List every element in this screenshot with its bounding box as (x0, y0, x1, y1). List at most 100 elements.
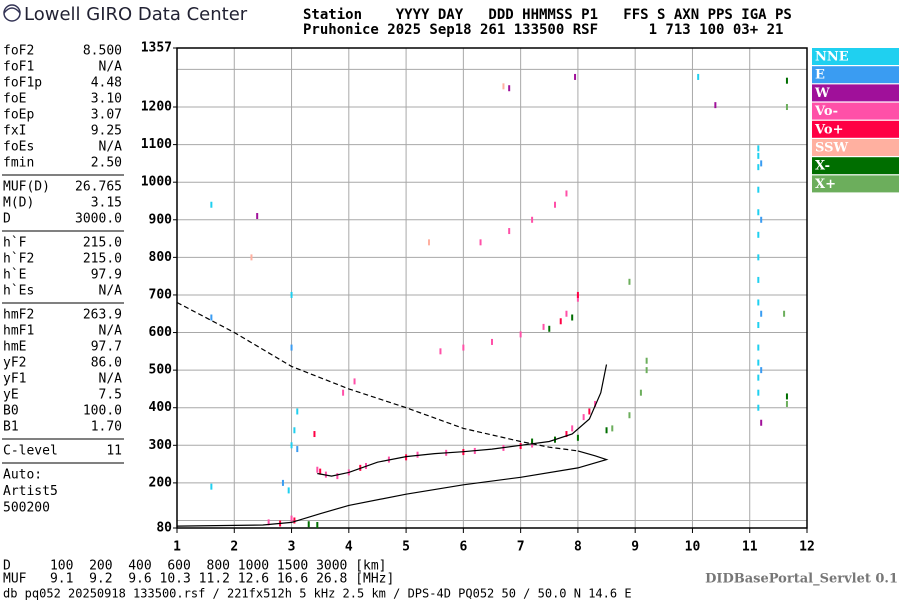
echo-point (757, 145, 760, 152)
echo-point (697, 73, 700, 80)
param-name: yF2 (3, 356, 26, 371)
echo-point (576, 434, 579, 441)
param-value: N/A (99, 372, 123, 387)
echo-point (582, 414, 585, 421)
echo-point (565, 310, 568, 317)
echo-point (462, 344, 465, 351)
echo-point (760, 367, 763, 374)
param-value: 215.0 (83, 252, 122, 267)
x-tick-label: 8 (574, 540, 582, 555)
legend-swatch (812, 48, 899, 65)
param-name: foE (3, 92, 26, 107)
echo-point (502, 83, 505, 90)
echo-point (491, 338, 493, 345)
echo-point (531, 441, 534, 448)
param-value: 215.0 (83, 236, 122, 251)
param-name: foEp (3, 108, 34, 123)
param-name: h`F (3, 236, 27, 251)
x-tick-label: 10 (685, 540, 701, 555)
echo-point (760, 160, 763, 167)
echo-point (316, 466, 319, 473)
echo-point (250, 254, 253, 261)
echo-point (757, 276, 760, 283)
legend-label: SSW (815, 141, 848, 156)
echo-point (757, 164, 760, 171)
echo-point (416, 451, 419, 458)
echo-point (576, 295, 579, 302)
echo-point (757, 186, 760, 193)
echo-point (554, 201, 556, 208)
echo-point (336, 473, 339, 480)
param-name: B1 (3, 420, 19, 435)
echo-point (757, 389, 760, 396)
param-value: 9.25 (91, 124, 122, 139)
param-name: B0 (3, 404, 19, 419)
param-value: 2.50 (91, 156, 122, 171)
param-value: 26.765 (75, 180, 122, 195)
echo-point (757, 344, 760, 351)
legend-swatch (812, 139, 899, 156)
x-tick-label: 3 (288, 540, 296, 555)
param-value: 100.0 (83, 404, 122, 419)
echo-point (757, 152, 760, 159)
echo-point (757, 374, 760, 381)
x-tick-label: 2 (230, 540, 238, 555)
echo-point (594, 400, 597, 407)
param-name: hmF2 (3, 308, 34, 323)
y-tick-label: 1200 (141, 100, 172, 115)
y-tick-label: 300 (149, 438, 173, 453)
x-tick-label: 12 (799, 540, 815, 555)
y-tick-label: 500 (149, 363, 173, 378)
x-tick-label: 6 (459, 540, 467, 555)
y-tick-label: 200 (149, 475, 173, 490)
echo-point (508, 85, 511, 92)
param-name: fxI (3, 124, 26, 139)
y-tick-label: 1357 (141, 41, 172, 56)
param-name: C-level (3, 444, 58, 459)
servlet-label: DIDBasePortal_Servlet 0.1 (705, 572, 898, 587)
param-value: N/A (99, 324, 123, 339)
echo-point (611, 425, 614, 432)
param-value: 3.15 (91, 196, 122, 211)
echo-point (785, 400, 788, 407)
param-value: 8.500 (83, 44, 122, 59)
param-name: M(D) (3, 196, 34, 211)
echo-point (588, 408, 591, 415)
y-tick-label: 600 (149, 325, 173, 340)
echo-point (319, 468, 322, 475)
echo-point (313, 431, 316, 438)
header-line: Station YYYY DAY DDD HHMMSS P1 FFS S AXN… (303, 7, 792, 23)
echo-point (605, 427, 608, 434)
legend-label: Vo+ (814, 122, 843, 137)
echo-point (571, 314, 574, 321)
legend-swatch (812, 157, 899, 175)
echo-point (281, 479, 284, 486)
echo-point (760, 310, 763, 317)
echo-point (565, 190, 568, 197)
param-value: 86.0 (91, 356, 122, 371)
echo-point (645, 357, 648, 364)
echo-point (757, 231, 760, 238)
echo-point (293, 427, 296, 434)
echo-point (565, 431, 568, 438)
param-name: fmin (3, 156, 34, 171)
distance-line: D 100 200 400 600 800 1000 1500 3000 [km… (3, 559, 387, 574)
echo-point (439, 348, 442, 355)
param-value: 263.9 (83, 308, 122, 323)
echo-point (290, 442, 293, 449)
echo-point (757, 404, 760, 411)
param-name: foF2 (3, 44, 34, 59)
y-tick-label: 80 (156, 521, 172, 536)
echo-point (542, 323, 545, 330)
auto-line: Artist5 (3, 484, 58, 499)
echo-point (307, 521, 310, 528)
param-value: 97.7 (91, 340, 122, 355)
echo-point (290, 344, 293, 351)
param-name: MUF(D) (3, 180, 50, 195)
echo-point (757, 254, 760, 261)
legend-label: NNE (815, 50, 849, 65)
header-line: Pruhonice 2025 Sep18 261 133500 RSF 1 71… (303, 22, 783, 38)
echo-point (757, 299, 760, 306)
echo-point (714, 102, 717, 109)
